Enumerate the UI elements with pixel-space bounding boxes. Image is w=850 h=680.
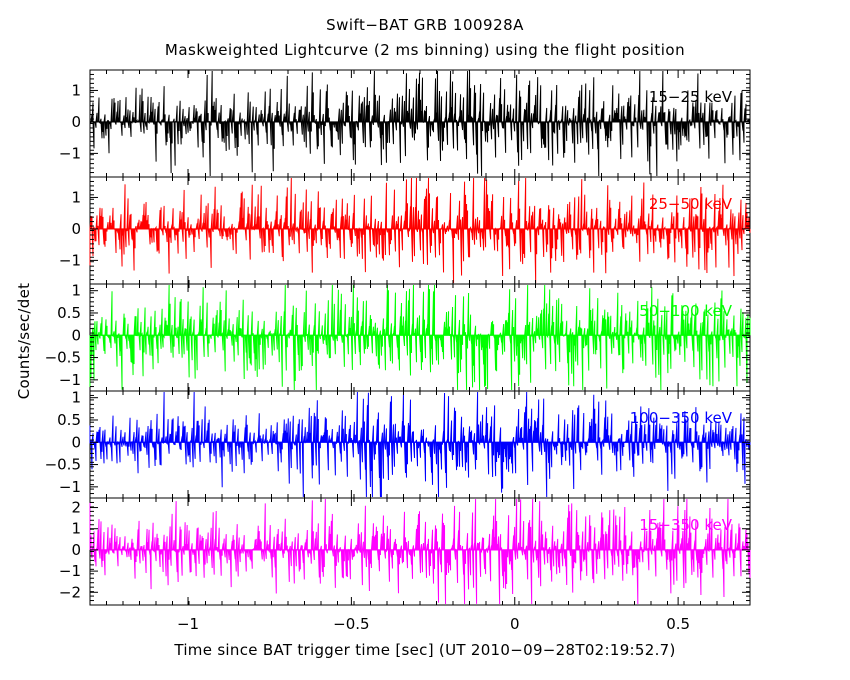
energy-band-label: 15−350 keV [639,516,732,534]
y-tick-label: 0 [71,433,81,451]
y-tick-label: 1 [71,282,81,300]
x-tick-label: 0 [510,615,520,633]
energy-band-label: 25−50 keV [649,195,733,213]
y-tick-label: 1 [71,520,81,538]
y-tick-label: 1 [71,81,81,99]
y-tick-label: 1 [71,188,81,206]
y-tick-label: 0.5 [57,411,81,429]
y-axis-label: Counts/sec/det [15,282,33,400]
figure-subtitle: Maskweighted Lightcurve (2 ms binning) u… [164,41,686,59]
x-axis-label: Time since BAT trigger time [sec] (UT 20… [174,641,676,659]
panel-0: 1 0 −1 15−25 keV [59,69,751,178]
energy-band-label: 15−25 keV [649,88,733,106]
x-tick-label: 0.5 [666,615,690,633]
series-trace [89,284,751,391]
y-tick-label: 0 [71,326,81,344]
y-tick-label: 0 [71,220,81,238]
energy-band-label: 50−100 keV [639,302,732,320]
page-title: Swift−BAT GRB 100928A [326,16,524,34]
y-tick-label: −0.5 [45,349,81,367]
y-tick-label: −1 [59,478,81,496]
y-tick-label: −2 [59,583,81,601]
y-tick-label: −1 [59,251,81,269]
series-trace [89,177,751,284]
y-tick-label: 0 [71,113,81,131]
y-tick-label: −0.5 [45,456,81,474]
y-tick-label: −1 [59,144,81,162]
y-tick-label: 1 [71,389,81,407]
x-tick-label: −0.5 [333,615,369,633]
panel-2: 1 0.5 0 −0.5 −1 50−100 keV [45,282,751,392]
panel-1: 1 0 −1 25−50 keV [59,176,751,285]
panel-3: 1 0.5 0 −0.5 −1 100−350 keV [45,389,751,499]
y-tick-label: 0 [71,541,81,559]
y-tick-label: 0.5 [57,304,81,322]
series-trace [89,70,751,177]
x-tick-label: −1 [177,615,199,633]
y-tick-label: −1 [59,371,81,389]
y-tick-label: −1 [59,562,81,580]
series-trace [89,391,751,498]
panel-4: 2 1 0 −1 −2 15−350 keV [59,497,751,606]
energy-band-label: 100−350 keV [630,409,733,427]
y-tick-label: 2 [71,499,81,517]
series-trace [89,498,751,605]
